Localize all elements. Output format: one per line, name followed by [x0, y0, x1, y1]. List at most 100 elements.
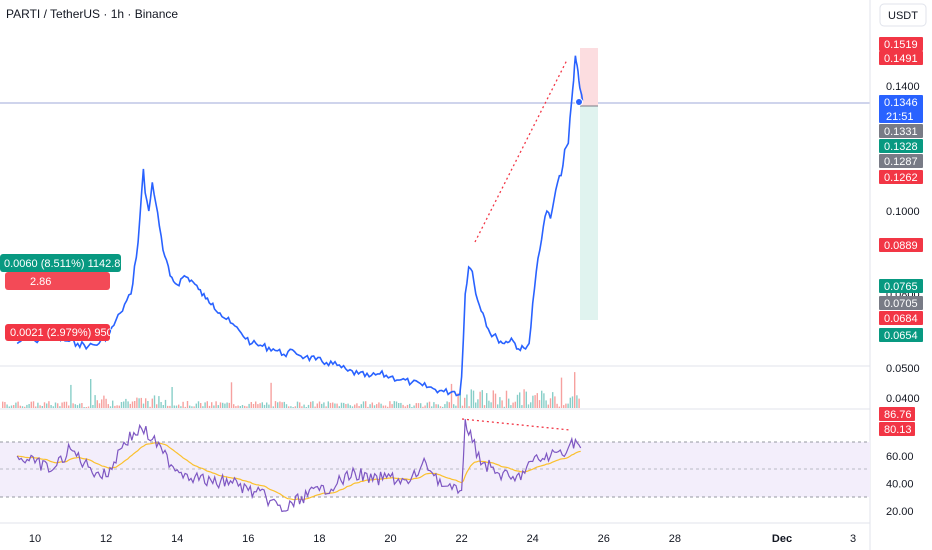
price-label-value: 0.0705 [884, 298, 918, 310]
volume-bar [252, 404, 255, 408]
volume-bar [81, 403, 83, 408]
price-label-tag [879, 37, 923, 51]
volume-bar [182, 401, 184, 408]
volume-bar [72, 403, 74, 408]
volume-bar [272, 406, 274, 408]
stop-loss-zone[interactable] [580, 48, 598, 106]
position-box-red-text: 0.0021 (2.979%) 950 [10, 327, 113, 339]
volume-bar [149, 406, 151, 408]
volume-bar [464, 397, 466, 408]
volume-bar [277, 402, 279, 408]
rsi-axis[interactable]: 60.00 40.00 20.00 86.76 80.13 [879, 407, 915, 518]
volume-bar [134, 401, 136, 408]
volume-bar [96, 400, 98, 408]
volume-bar [347, 403, 349, 408]
volume-bar [527, 404, 530, 408]
volume-bar [129, 403, 131, 408]
volume-bar [479, 391, 481, 408]
volume-bar [413, 405, 415, 408]
volume-bar [360, 404, 362, 408]
volume-bar [371, 402, 373, 408]
volume-bar [189, 405, 191, 408]
volume-bar [393, 401, 395, 408]
volume-bar [48, 401, 50, 408]
volume-bar [37, 402, 39, 408]
time-axis[interactable]: 10 12 14 16 18 20 22 24 26 28 Dec 3 [29, 533, 856, 545]
rsi-series [16, 419, 582, 513]
time-axis-tick: 24 [527, 533, 539, 545]
volume-bar [334, 403, 336, 408]
volume-bar [345, 404, 347, 408]
price-axis-tick: 0.0500 [886, 363, 920, 375]
volume-bar [175, 405, 178, 408]
volume-bar [340, 402, 343, 408]
position-box-red[interactable] [5, 324, 110, 341]
volume-bar [206, 401, 208, 408]
volume-bar [164, 399, 167, 408]
volume-bar [21, 406, 24, 408]
volume-bar [448, 402, 450, 408]
position-box-red-mid[interactable] [5, 272, 110, 290]
rsi-label-value: 86.76 [884, 409, 912, 421]
time-axis-tick: 10 [29, 533, 41, 545]
volume-bar [50, 405, 52, 408]
volume-bar [538, 400, 541, 408]
volume-bar [204, 402, 206, 408]
volume-bar [142, 403, 145, 408]
volume-bar [79, 403, 81, 408]
volume-bar [131, 401, 134, 408]
price-label-value: 0.0684 [884, 313, 918, 325]
volume-bar [28, 404, 30, 408]
volume-bar [261, 402, 263, 408]
rsi-divergence-line[interactable] [461, 418, 571, 431]
volume-bar [332, 402, 334, 408]
price-label-tag [879, 238, 923, 252]
volume-bar [389, 401, 391, 408]
price-series [16, 55, 584, 397]
price-label-value: 0.1328 [884, 141, 918, 153]
volume-bar [450, 383, 453, 408]
volume-bar [52, 406, 54, 408]
volume-bar [43, 402, 46, 408]
time-axis-tick: 18 [313, 533, 325, 545]
price-divergence-line[interactable] [474, 59, 568, 243]
position-box-green[interactable] [0, 254, 121, 272]
volume-bar [145, 398, 147, 408]
volume-bar [26, 404, 28, 408]
volume-bar [395, 401, 398, 408]
volume-bar [424, 405, 426, 408]
volume-bar [325, 406, 327, 408]
price-label-tag [879, 328, 923, 342]
currency-button[interactable] [879, 3, 927, 27]
volume-bar [4, 402, 6, 408]
volume-bar [492, 390, 494, 408]
rsi-line [16, 419, 582, 513]
take-profit-zone[interactable] [580, 106, 598, 320]
price-label-value: 0.1287 [884, 156, 918, 168]
time-axis-tick: 26 [598, 533, 610, 545]
volume-bar [283, 401, 285, 408]
rsi-axis-tick: 60.00 [886, 451, 914, 463]
volume-bar [362, 401, 365, 408]
volume-bar [250, 402, 252, 408]
volume-bar [415, 403, 417, 408]
volume-bar [459, 389, 461, 408]
volume-bar [400, 402, 402, 408]
volume-bar [312, 401, 314, 408]
volume-bar [490, 402, 492, 408]
volume-bar [354, 404, 356, 408]
symbol-title[interactable]: PARTI / TetherUS · 1h · Binance [6, 7, 178, 21]
volume-bar [105, 398, 107, 408]
volume-bar [477, 399, 479, 408]
volume-bar [565, 403, 567, 408]
volume-bar [158, 396, 160, 408]
volume-bar [24, 406, 26, 408]
volume-bar [466, 394, 468, 408]
volume-bar [444, 404, 446, 408]
price-axis[interactable]: 0.14000.10000.08000.05000.04000.15190.14… [879, 37, 923, 405]
time-axis-tick: 22 [455, 533, 467, 545]
volume-bar [101, 399, 103, 408]
volume-bar [558, 406, 560, 408]
volume-bar [574, 372, 576, 408]
